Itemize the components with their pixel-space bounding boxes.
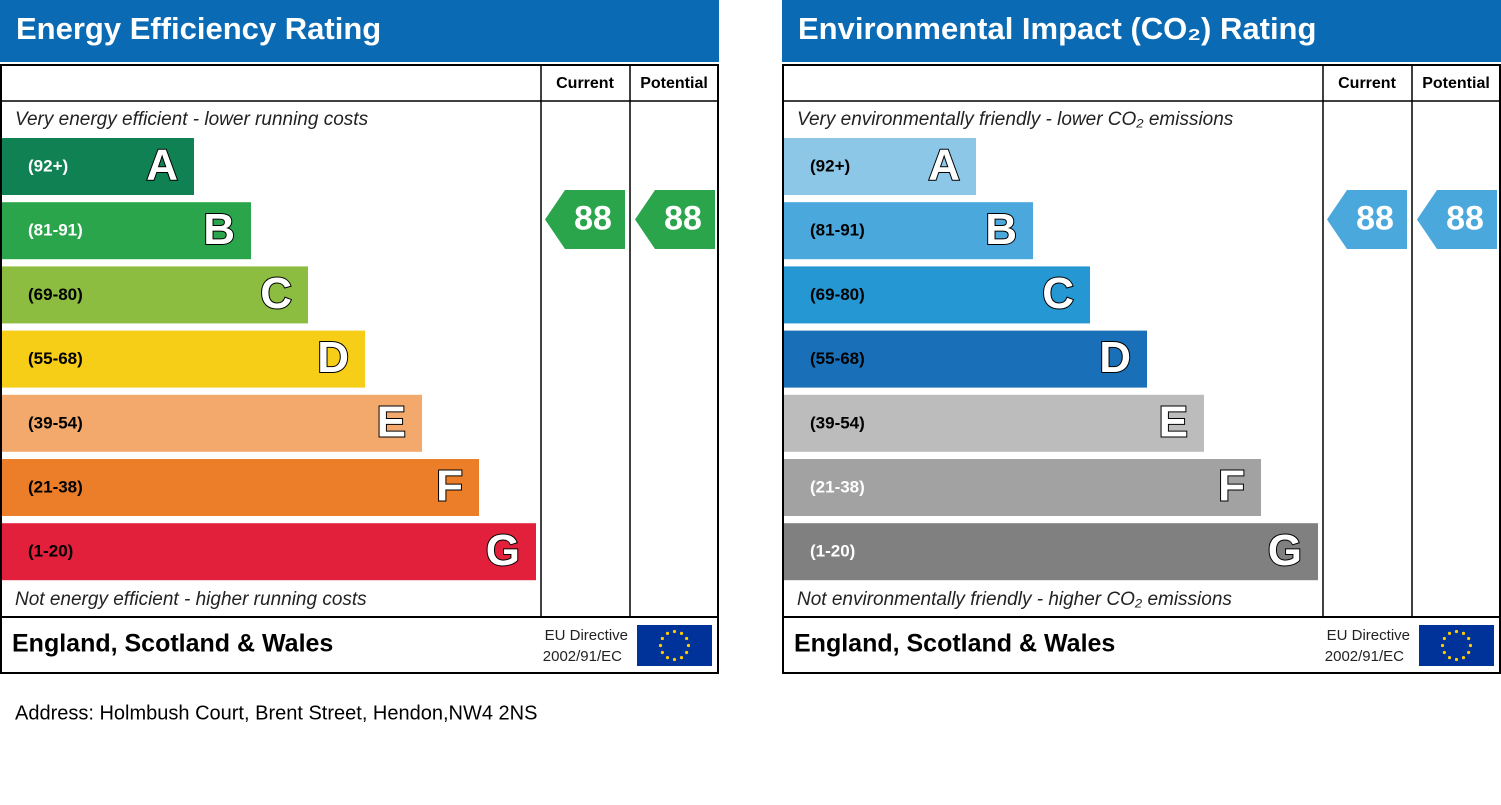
eu-star xyxy=(1454,657,1459,662)
eu-star xyxy=(672,657,677,662)
title-bar xyxy=(0,0,719,62)
eu-star xyxy=(1440,643,1445,648)
band-letter: F xyxy=(436,462,463,511)
rating-band xyxy=(784,394,1204,452)
column-header: Potential xyxy=(640,75,708,92)
eu-star xyxy=(679,656,684,660)
eu-star xyxy=(672,629,677,634)
band-range: (39-54) xyxy=(810,413,865,432)
band-letter: E xyxy=(1159,397,1188,446)
score-arrow xyxy=(635,190,715,249)
rating-band xyxy=(2,266,308,324)
directive: 2002/91/EC xyxy=(1325,648,1404,665)
band-letter: G xyxy=(486,526,520,575)
band-letter: G xyxy=(1268,526,1302,575)
band-range: (81-91) xyxy=(28,221,83,240)
eu-star xyxy=(660,636,664,641)
eu-star xyxy=(686,643,691,648)
band-letter: F xyxy=(1218,462,1245,511)
rating-band xyxy=(2,394,422,452)
eu-star xyxy=(1461,631,1466,635)
region: England, Scotland & Wales xyxy=(12,630,333,658)
eu-star xyxy=(1454,629,1459,634)
panel-title: Energy Efficiency Rating xyxy=(16,11,381,46)
eu-star xyxy=(1442,636,1446,641)
band-range: (39-54) xyxy=(28,413,83,432)
eu-star xyxy=(1461,656,1466,660)
eu-star xyxy=(685,636,689,641)
rating-band xyxy=(2,202,251,260)
eu-star xyxy=(1442,650,1446,655)
rating-band xyxy=(2,330,365,388)
eu-star xyxy=(1467,650,1471,655)
rating-band xyxy=(2,523,536,581)
score: 88 xyxy=(1356,199,1394,237)
score-arrow xyxy=(1327,190,1407,249)
score: 88 xyxy=(1446,199,1484,237)
rating-band xyxy=(784,523,1318,581)
eu-star xyxy=(660,650,664,655)
band-range: (92+) xyxy=(810,156,850,175)
band-letter: B xyxy=(203,205,235,254)
band-letter: D xyxy=(317,333,349,382)
rating-band xyxy=(2,459,479,516)
band-range: (92+) xyxy=(28,156,68,175)
eu-star xyxy=(658,643,663,648)
band-range: (1-20) xyxy=(28,542,73,561)
eu-star xyxy=(685,650,689,655)
column-header: Potential xyxy=(1422,75,1490,92)
band-range: (21-38) xyxy=(810,477,865,496)
band-range: (55-68) xyxy=(810,349,865,368)
band-letter: D xyxy=(1099,333,1131,382)
band-range: (55-68) xyxy=(28,349,83,368)
column-header: Current xyxy=(1338,75,1396,92)
score: 88 xyxy=(574,199,612,237)
directive: EU Directive xyxy=(1327,627,1410,644)
rating-panel: Environmental Impact (CO₂) Rating Current… xyxy=(782,0,1501,674)
top-note: Very energy efficient - lower running co… xyxy=(15,109,369,130)
eu-star xyxy=(1447,656,1452,660)
eu-star xyxy=(1468,643,1473,648)
directive: 2002/91/EC xyxy=(543,648,622,665)
eu-star xyxy=(1467,636,1471,641)
directive: EU Directive xyxy=(545,627,628,644)
rating-panel: Energy Efficiency Rating Current Potential… xyxy=(0,0,719,674)
band-range: (81-91) xyxy=(810,221,865,240)
score-arrow xyxy=(545,190,625,249)
score-arrow xyxy=(1417,190,1497,249)
score: 88 xyxy=(664,199,702,237)
eu-star xyxy=(679,631,684,635)
region: England, Scotland & Wales xyxy=(794,630,1115,658)
band-letter: A xyxy=(928,141,960,190)
band-letter: C xyxy=(1042,269,1074,318)
band-range: (69-80) xyxy=(810,285,865,304)
top-note: Very environmentally friendly - lower CO… xyxy=(797,109,1234,130)
panel-title: Environmental Impact (CO₂) Rating xyxy=(798,11,1316,46)
column-header: Current xyxy=(556,75,614,92)
rating-band xyxy=(784,138,976,195)
band-letter: E xyxy=(377,397,406,446)
band-letter: C xyxy=(260,269,292,318)
title-bar xyxy=(782,0,1501,62)
band-letter: B xyxy=(985,205,1017,254)
rating-band xyxy=(784,459,1261,516)
rating-band xyxy=(784,202,1033,260)
rating-band xyxy=(784,330,1147,388)
rating-band xyxy=(784,266,1090,324)
eu-star xyxy=(1447,631,1452,635)
eu-star xyxy=(665,631,670,635)
address: Address: Holmbush Court, Brent Street, H… xyxy=(15,702,537,724)
eu-star xyxy=(665,656,670,660)
band-range: (69-80) xyxy=(28,285,83,304)
band-letter: A xyxy=(146,141,178,190)
band-range: (21-38) xyxy=(28,477,83,496)
bottom-note: Not energy efficient - higher running co… xyxy=(15,589,367,610)
band-range: (1-20) xyxy=(810,542,855,561)
rating-band xyxy=(2,138,194,195)
bottom-note: Not environmentally friendly - higher CO… xyxy=(797,589,1232,610)
